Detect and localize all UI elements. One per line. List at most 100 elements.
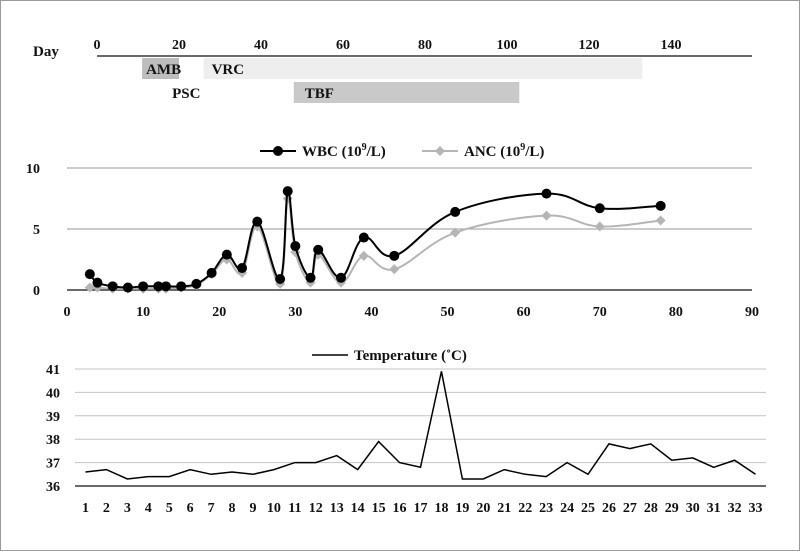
x-tick-label: 15: [372, 501, 386, 516]
x-tick-label: 30: [686, 501, 700, 516]
legend-marker-circle: [273, 146, 283, 156]
wbc-point: [450, 206, 461, 217]
x-tick-label: 10: [267, 501, 281, 516]
anc-point: [450, 227, 461, 238]
x-tick-label: 4: [145, 501, 152, 516]
y-tick-label: 39: [46, 410, 60, 425]
y-tick-label: 5: [33, 223, 40, 238]
x-tick-label: 8: [229, 501, 236, 516]
wbc-point: [252, 216, 263, 227]
x-tick-label: 7: [208, 501, 215, 516]
day-tick-label: 80: [418, 38, 432, 53]
wbc-point: [358, 232, 369, 243]
x-tick-label: 2: [103, 501, 110, 516]
anc-point: [541, 210, 552, 221]
day-tick-label: 120: [579, 38, 600, 53]
wbc-point: [305, 272, 316, 283]
x-tick-label: 20: [476, 501, 490, 516]
x-tick-label: 25: [581, 501, 595, 516]
day-tick-label: 140: [661, 38, 682, 53]
day-tick-label: 100: [497, 38, 518, 53]
y-tick-label: 41: [46, 363, 60, 378]
anc-point: [358, 250, 369, 261]
x-tick-label: 70: [593, 305, 607, 320]
y-tick-label: 37: [46, 457, 60, 472]
drug-label-psc: PSC: [172, 86, 200, 102]
x-tick-label: 32: [728, 501, 742, 516]
x-tick-label: 50: [441, 305, 455, 320]
anc-point: [594, 221, 605, 232]
day-axis-label: Day: [33, 44, 59, 60]
legend-label-unit: /L): [366, 144, 386, 160]
wbc-point: [153, 281, 164, 292]
x-tick-label: 24: [560, 501, 574, 516]
x-tick-label: 40: [364, 305, 378, 320]
anc-point: [389, 264, 400, 275]
x-tick-label: 21: [497, 501, 511, 516]
wbc-point: [290, 241, 301, 252]
day-tick-label: 20: [172, 38, 186, 53]
y-tick-label: 40: [46, 386, 60, 401]
wbc-point: [176, 281, 187, 292]
x-tick-label: 29: [665, 501, 679, 516]
x-tick-label: 13: [330, 501, 344, 516]
anc-point: [84, 282, 95, 293]
x-tick-label: 90: [745, 305, 759, 320]
x-tick-label: 28: [644, 501, 658, 516]
y-tick-label: 36: [46, 480, 60, 495]
legend-label: WBC (109/L): [302, 142, 386, 160]
legend-label-unit: /L): [524, 144, 544, 160]
x-tick-label: 27: [623, 501, 637, 516]
wbc-point: [107, 281, 118, 292]
wbc-point: [541, 188, 552, 199]
x-tick-label: 22: [518, 501, 532, 516]
y-tick-label: 10: [26, 162, 40, 177]
anc-point: [655, 215, 666, 226]
x-tick-label: 26: [602, 501, 616, 516]
x-tick-label: 18: [434, 501, 448, 516]
wbc-point: [275, 274, 286, 285]
wbc-point: [237, 263, 248, 274]
x-tick-label: 3: [124, 501, 131, 516]
wbc-point: [221, 249, 232, 260]
x-tick-label: 11: [288, 501, 301, 516]
x-tick-label: 5: [166, 501, 173, 516]
legend-label-exponent: 9: [520, 142, 525, 153]
drug-bar-amb: [142, 58, 179, 79]
x-tick-label: 17: [414, 501, 428, 516]
wbc-point: [191, 278, 202, 289]
day-tick-label: 60: [336, 38, 350, 53]
x-tick-label: 9: [249, 501, 256, 516]
x-tick-label: 10: [136, 305, 150, 320]
wbc-point: [206, 267, 217, 278]
treatment-timeline: Day 0 20 40 60 80 100 120 140 AMB VRC PSC TBF: [33, 38, 752, 103]
wbc-point: [138, 281, 149, 292]
drug-label-amb: AMB: [146, 62, 181, 78]
wbc-point: [655, 200, 666, 211]
legend-label-name: WBC (10: [302, 144, 362, 160]
drug-label-tbf: TBF: [305, 86, 334, 102]
legend-marker-diamond: [435, 146, 445, 156]
wbc-point: [160, 281, 171, 292]
x-tick-label: 14: [351, 501, 365, 516]
x-tick-label: 16: [393, 501, 407, 516]
x-tick-label: 1: [82, 501, 89, 516]
x-tick-label: 19: [455, 501, 469, 516]
drug-bar-tbf: [293, 82, 520, 103]
wbc-point: [282, 186, 293, 197]
drug-label-vrc: VRC: [212, 62, 245, 78]
x-tick-label: 12: [309, 501, 323, 516]
x-tick-label: 6: [187, 501, 194, 516]
wbc-point: [92, 277, 103, 288]
x-tick-label: 20: [212, 305, 226, 320]
wbc-point: [313, 244, 324, 255]
wbc-point: [594, 203, 605, 214]
wbc-point: [336, 272, 346, 283]
wbc-point: [84, 269, 95, 280]
drug-bar-vrc: [203, 58, 643, 79]
temperature-line: [85, 371, 756, 480]
x-tick-label: 33: [749, 501, 763, 516]
